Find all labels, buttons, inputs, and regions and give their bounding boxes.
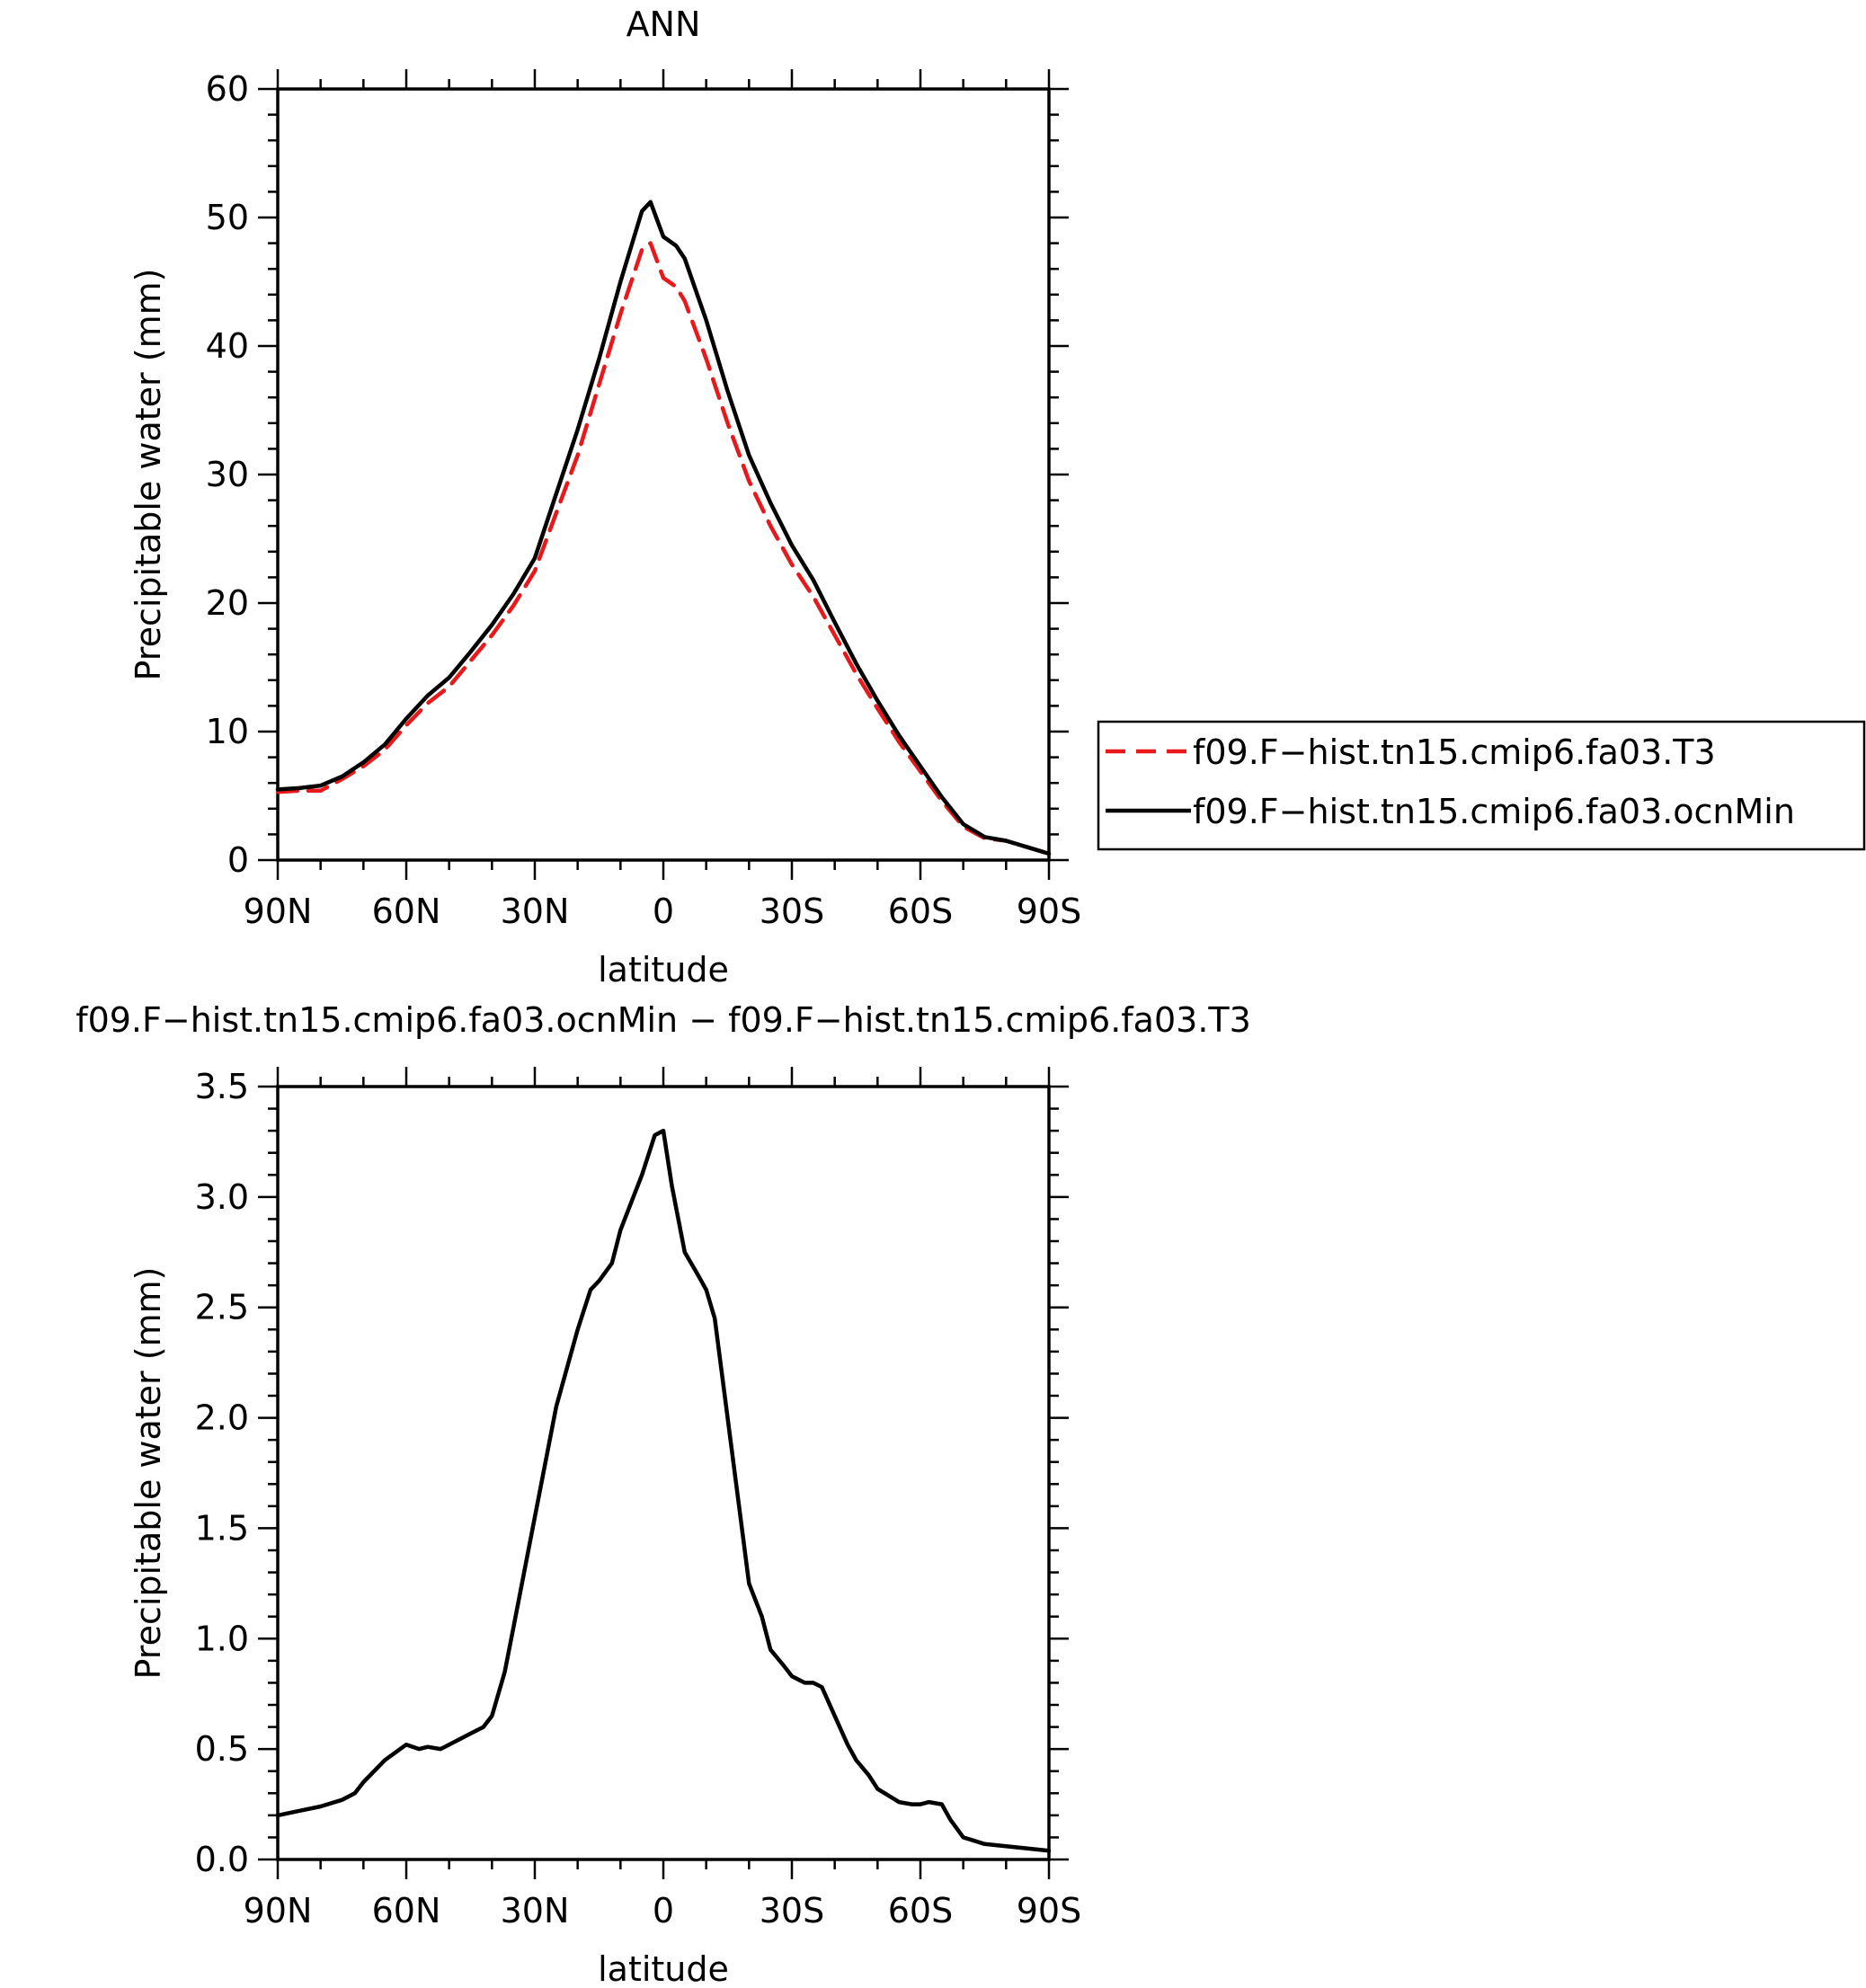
y-tick-label: 10 xyxy=(206,712,249,751)
y-tick-label: 0 xyxy=(227,840,249,880)
y-tick-label: 3.5 xyxy=(195,1067,249,1106)
legend: f09.F−hist.tn15.cmip6.fa03.T3 f09.F−hist.… xyxy=(1097,720,1866,851)
y-tick-label: 60 xyxy=(206,69,249,109)
y-tick-label: 1.5 xyxy=(195,1508,249,1548)
panel-difference: f09.F−hist.tn15.cmip6.fa03.ocnMin − f09.… xyxy=(76,1000,1251,1988)
y-axis-label: Precipitable water (mm) xyxy=(129,269,168,681)
y-tick-label: 30 xyxy=(206,455,249,494)
x-tick-label: 90N xyxy=(244,892,313,931)
chart-title: ANN xyxy=(626,4,701,44)
plot-frame xyxy=(276,87,1051,862)
legend-box xyxy=(1097,720,1866,851)
x-tick-label: 30N xyxy=(501,892,570,931)
x-tick-label: 90S xyxy=(1017,892,1081,931)
x-tick-label: 60S xyxy=(888,1891,953,1930)
y-tick-label: 0.5 xyxy=(195,1729,249,1769)
x-tick-label: 30N xyxy=(501,1891,570,1930)
panel-annual-mean: ANN 90N 60N 30N 0 30S 60S 90S 0 10 20 30 40 50 60 latit… xyxy=(129,4,1081,990)
y-tick-label: 40 xyxy=(206,326,249,366)
x-tick-label: 0 xyxy=(653,892,674,931)
x-tick-label: 90N xyxy=(244,1891,313,1930)
y-tick-label: 1.0 xyxy=(195,1619,249,1658)
x-axis-label: latitude xyxy=(598,950,729,990)
y-tick-label: 2.0 xyxy=(195,1398,249,1438)
x-tick-label: 90S xyxy=(1017,1891,1081,1930)
series-line-0 xyxy=(275,241,1052,856)
series-line-0 xyxy=(275,1128,1052,1853)
y-tick-label: 3.0 xyxy=(195,1177,249,1217)
x-tick-label: 60N xyxy=(372,892,441,931)
y-tick-label: 20 xyxy=(206,583,249,623)
y-axis-label: Precipitable water (mm) xyxy=(129,1267,168,1680)
x-tick-label: 60N xyxy=(372,1891,441,1930)
y-tick-label: 0.0 xyxy=(195,1840,249,1879)
x-tick-label: 30S xyxy=(760,1891,824,1930)
x-tick-label: 0 xyxy=(653,1891,674,1930)
x-tick-label: 30S xyxy=(760,892,824,931)
chart-title: f09.F−hist.tn15.cmip6.fa03.ocnMin − f09.… xyxy=(76,1000,1251,1040)
y-tick-label: 2.5 xyxy=(195,1288,249,1327)
legend-label-1: f09.F−hist.tn15.cmip6.fa03.ocnMin xyxy=(1193,792,1795,831)
series-line-1 xyxy=(275,200,1052,856)
legend-label-0: f09.F−hist.tn15.cmip6.fa03.T3 xyxy=(1193,732,1716,772)
y-tick-label: 50 xyxy=(206,198,249,237)
x-tick-label: 60S xyxy=(888,892,953,931)
x-axis-label: latitude xyxy=(598,1949,729,1988)
plot-frame xyxy=(276,1085,1051,1861)
